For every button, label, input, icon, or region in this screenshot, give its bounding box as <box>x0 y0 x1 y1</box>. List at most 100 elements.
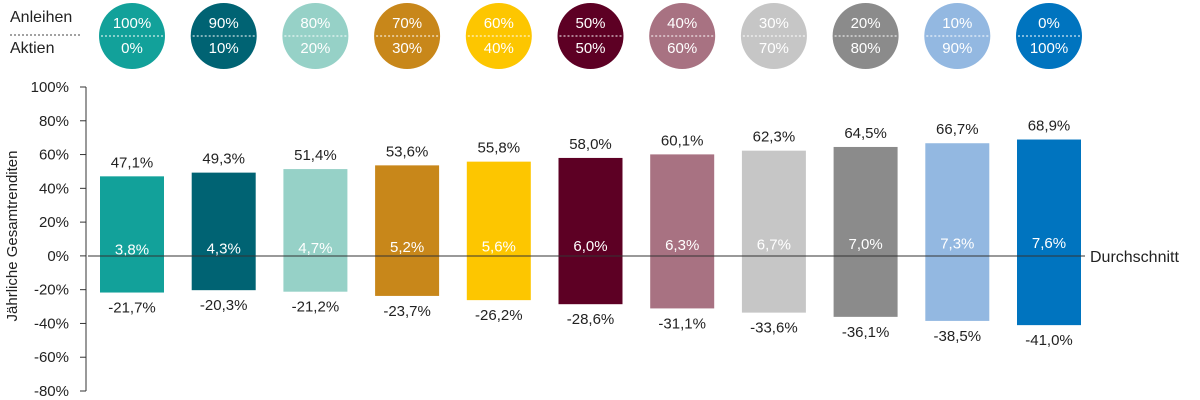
max-return-label: 51,4% <box>294 147 337 164</box>
stocks-share-label: 70% <box>759 40 789 57</box>
allocation-circle: 10%90% <box>924 3 991 69</box>
allocation-circle: 50%50% <box>557 3 624 69</box>
zero-line-label: Durchschnitt <box>1090 249 1179 266</box>
average-return-label: 7,6% <box>1032 235 1066 252</box>
allocation-circle: 30%70% <box>740 3 807 69</box>
bonds-share-label: 0% <box>1038 15 1060 32</box>
range-bar <box>558 157 623 305</box>
allocation-circle-shape <box>924 3 991 69</box>
min-return-label: -28,6% <box>567 311 615 328</box>
bonds-share-label: 80% <box>300 15 330 32</box>
stocks-share-label: 0% <box>121 40 143 57</box>
bonds-share-label: 70% <box>392 15 422 32</box>
average-return-label: 4,3% <box>207 241 241 258</box>
allocation-circle-shape <box>832 3 899 69</box>
allocation-circle: 90%10% <box>190 3 257 69</box>
y-tick-label: -40% <box>34 315 69 332</box>
y-tick-label: 40% <box>39 180 69 197</box>
allocation-circle-shape <box>282 3 349 69</box>
range-bar <box>741 150 806 313</box>
range-bar <box>925 143 990 321</box>
allocation-circle-shape <box>557 3 624 69</box>
stocks-share-label: 90% <box>942 40 972 57</box>
allocation-circle: 20%80% <box>832 3 899 69</box>
bar-series: 47,1% -21,7% 3,8% 49,3% -20,3% 4,3% 51,4% -21,2… <box>100 118 1081 349</box>
y-tick-label: 100% <box>31 79 69 96</box>
y-tick-label: 20% <box>39 214 69 231</box>
bonds-share-label: 40% <box>667 15 697 32</box>
allocation-circle: 0% 100% <box>1016 3 1082 69</box>
min-return-label: -31,1% <box>658 315 706 332</box>
y-tick-label: 0% <box>47 248 69 265</box>
allocation-circle: 40%60% <box>649 3 716 69</box>
average-return-label: 5,6% <box>482 238 516 255</box>
range-bar <box>1017 139 1081 326</box>
allocation-circle-shape <box>465 3 532 69</box>
bonds-share-label: 90% <box>209 15 239 32</box>
y-tick-label: 80% <box>39 113 69 130</box>
range-bar <box>375 165 440 296</box>
min-return-label: -26,2% <box>475 307 523 324</box>
min-return-label: -36,1% <box>842 324 890 341</box>
stocks-share-label: 20% <box>300 40 330 57</box>
legend-labels: Anleihen Aktien <box>10 9 80 57</box>
allocation-circle-shape <box>740 3 807 69</box>
stocks-share-label: 50% <box>575 40 605 57</box>
average-return-label: 6,0% <box>573 238 607 255</box>
max-return-label: 66,7% <box>936 121 979 138</box>
range-bar <box>191 172 256 291</box>
y-tick-label: -20% <box>34 282 69 299</box>
min-return-label: -23,7% <box>383 303 431 320</box>
bonds-share-label: 10% <box>942 15 972 32</box>
min-return-label: -21,7% <box>108 300 156 317</box>
bonds-share-label: 20% <box>851 15 881 32</box>
allocation-circle: 100% 0% <box>99 3 165 69</box>
average-return-label: 4,7% <box>298 240 332 257</box>
y-tick-label: -60% <box>34 349 69 366</box>
stocks-share-label: 10% <box>209 40 239 57</box>
y-tick-label: 60% <box>39 147 69 164</box>
allocation-circle: 80%20% <box>282 3 349 69</box>
average-return-label: 6,7% <box>757 237 791 254</box>
allocation-circle-shape <box>1016 3 1082 69</box>
range-bar <box>283 169 348 292</box>
allocation-circle-shape <box>374 3 441 69</box>
bonds-share-label: 60% <box>484 15 514 32</box>
allocation-circle: 70%30% <box>374 3 441 69</box>
max-return-label: 62,3% <box>753 129 796 146</box>
average-return-label: 5,2% <box>390 239 424 256</box>
range-bar <box>100 176 164 293</box>
y-axis-title: Jährliche Gesamtrenditen <box>4 151 21 322</box>
average-return-label: 6,3% <box>665 237 699 254</box>
average-return-label: 3,8% <box>115 241 149 258</box>
range-bar <box>833 146 898 317</box>
allocation-circles: 100%0%90%10%80%20%70%30%60%40%50%50%40%6… <box>99 3 1082 69</box>
allocation-circle-shape <box>649 3 716 69</box>
stocks-share-label: 40% <box>484 40 514 57</box>
max-return-label: 55,8% <box>478 140 521 157</box>
max-return-label: 58,0% <box>569 136 612 153</box>
bonds-share-label: 100% <box>113 15 151 32</box>
y-axis: 100% 80% 60% 40% 20% 0% -20% -40% -60% -80% <box>31 79 87 400</box>
stocks-share-label: 80% <box>851 40 881 57</box>
allocation-circle-shape <box>99 3 165 69</box>
range-bar <box>466 161 531 301</box>
legend-stocks-label: Aktien <box>10 40 54 57</box>
stocks-share-label: 60% <box>667 40 697 57</box>
y-tick-label: -80% <box>34 383 69 400</box>
min-return-label: -41,0% <box>1025 332 1073 349</box>
max-return-label: 60,1% <box>661 132 704 149</box>
max-return-label: 64,5% <box>844 125 887 142</box>
min-return-label: -20,3% <box>200 297 248 314</box>
max-return-label: 68,9% <box>1028 118 1071 135</box>
min-return-label: -33,6% <box>750 320 798 337</box>
range-bar <box>650 154 715 309</box>
bonds-share-label: 30% <box>759 15 789 32</box>
average-return-label: 7,0% <box>848 236 882 253</box>
max-return-label: 49,3% <box>202 151 245 168</box>
min-return-label: -38,5% <box>934 328 982 345</box>
max-return-label: 53,6% <box>386 143 429 160</box>
stocks-share-label: 100% <box>1030 40 1068 57</box>
stocks-share-label: 30% <box>392 40 422 57</box>
